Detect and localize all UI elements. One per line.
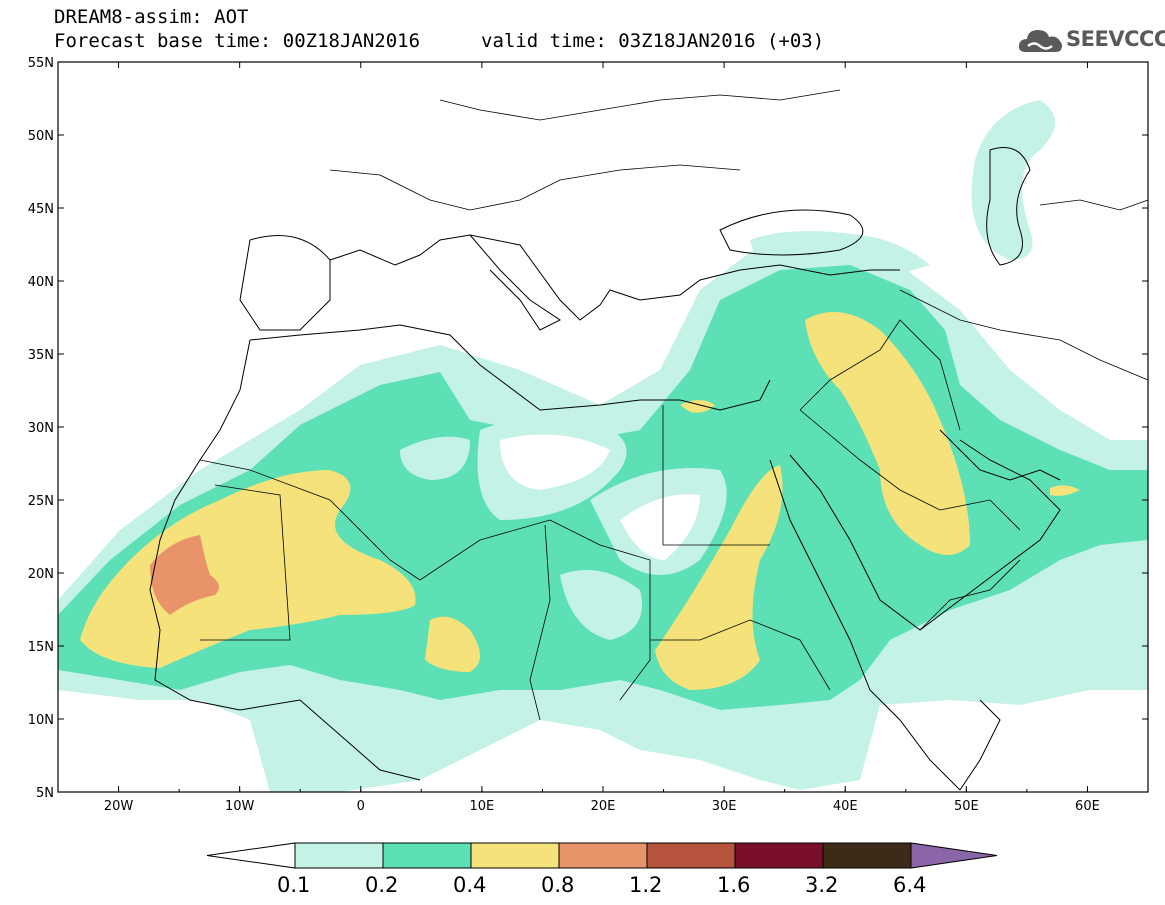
colorbar-segment	[734, 842, 824, 869]
border-algeria	[199, 459, 421, 581]
aot-band-0.8	[150, 535, 219, 615]
map-title: DREAM8-assim: AOT	[54, 6, 249, 28]
lon-tick-label: 20E	[591, 799, 616, 814]
border-yemen	[919, 559, 1021, 631]
colorbar-segment	[382, 842, 472, 869]
coast-europe	[249, 234, 900, 321]
colorbar-label: 0.2	[365, 873, 399, 897]
colorbar-label: 1.6	[717, 873, 751, 897]
border-arabia	[799, 409, 1021, 531]
lat-tick-label: 5N	[36, 786, 54, 801]
colorbar-segment	[646, 842, 736, 869]
lat-tick-label: 35N	[28, 348, 54, 363]
lat-tick-label: 25N	[28, 494, 54, 509]
coast-gulf	[939, 429, 1061, 481]
colorbar-label: 6.4	[893, 873, 927, 897]
lon-tick-label: 20W	[104, 799, 134, 814]
valid-time: valid time: 03Z18JAN2016 (+03)	[481, 30, 825, 52]
logo-text: SEEVCCC	[1066, 27, 1165, 51]
border-europe-2	[439, 89, 841, 121]
aot-shading	[58, 100, 1148, 792]
colorbar-segment	[470, 842, 560, 869]
lon-tick-label: 60E	[1075, 799, 1100, 814]
aot-band-0.4-med	[680, 400, 715, 413]
aot-band-0.4-iraq	[805, 312, 970, 555]
coast-red-sea	[769, 459, 961, 791]
lat-tick-label: 15N	[28, 640, 54, 655]
coast-arabia	[789, 439, 1061, 631]
lon-tick-label: 50E	[954, 799, 979, 814]
lon-tick-label: 30E	[712, 799, 737, 814]
aot-hole-libya-inner	[500, 434, 610, 490]
coast-horn	[959, 699, 1001, 791]
border-mauritania	[200, 484, 291, 641]
lat-tick-label: 45N	[28, 202, 54, 217]
coast-north-africa	[249, 324, 771, 411]
colorbar-segment	[558, 842, 648, 869]
border-sudan	[650, 619, 831, 691]
country-borders	[199, 89, 1148, 721]
lat-tick-label: 30N	[28, 421, 54, 436]
colorbar	[206, 842, 998, 869]
colorbar-segment	[822, 842, 912, 869]
border-libya-egypt	[662, 405, 770, 546]
lon-tick-label: 10E	[470, 799, 495, 814]
aot-band-0.4-niger	[425, 616, 480, 672]
coast-west-africa	[149, 339, 421, 781]
aot-band-0.4-gulf	[1050, 485, 1080, 496]
lat-tick-label: 10N	[28, 713, 54, 728]
aot-hole-sahel	[560, 570, 642, 640]
border-chad	[529, 524, 551, 721]
coast-black-sea	[719, 209, 864, 256]
coast-iberia	[239, 239, 331, 331]
aot-band-0.4-west	[80, 470, 416, 668]
border-iraq	[799, 319, 961, 431]
border-iran	[899, 289, 1148, 381]
lon-tick-label: 40E	[833, 799, 858, 814]
colorbar-label: 0.1	[277, 873, 311, 897]
border-europe-1	[329, 164, 741, 211]
colorbar-high-arrow	[910, 842, 998, 869]
lat-axis: 5N 10N 15N 20N 25N 30N 35N 40N 45N 50N 55N	[28, 56, 1148, 801]
colorbar-label: 3.2	[805, 873, 839, 897]
coastlines	[149, 147, 1061, 791]
border-sahara	[419, 519, 651, 701]
colorbar-label: 0.4	[453, 873, 487, 897]
aot-hole-algeria	[400, 436, 470, 480]
seevccc-logo: SEEVCCC	[1016, 24, 1165, 58]
lat-tick-label: 40N	[28, 275, 54, 290]
aot-hole-egypt-inner	[620, 494, 700, 560]
coast-italy	[469, 234, 561, 331]
lon-tick-label: 10W	[225, 799, 255, 814]
colorbar-label: 0.8	[541, 873, 575, 897]
lon-axis: 20W 10W 0 10E 20E 30E 40E 50E 60E	[57, 62, 1149, 814]
lat-tick-label: 50N	[28, 129, 54, 144]
colorbar-low-arrow	[206, 842, 296, 869]
colorbar-segment	[294, 842, 384, 869]
lat-tick-label: 20N	[28, 567, 54, 582]
cloud-icon	[1018, 30, 1062, 52]
coast-caspian	[986, 147, 1031, 266]
border-kazakh	[1039, 199, 1148, 211]
colorbar-label: 1.2	[629, 873, 663, 897]
lat-tick-label: 55N	[28, 56, 54, 71]
aot-band-0.4-sudan	[655, 465, 783, 690]
aot-band-0.1-caspian	[971, 100, 1055, 260]
forecast-base-time: Forecast base time: 00Z18JAN2016	[54, 30, 421, 52]
lon-tick-label: 0	[357, 799, 365, 814]
